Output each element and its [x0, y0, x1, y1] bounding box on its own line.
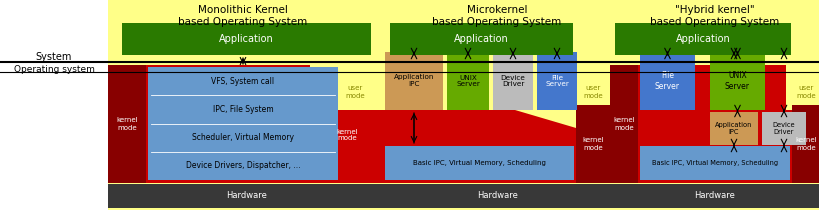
Bar — [575, 105, 609, 183]
Bar — [614, 23, 790, 55]
Text: "Hybrid kernel"
based Operating System: "Hybrid kernel" based Operating System — [649, 5, 779, 27]
Bar — [609, 0, 819, 210]
Text: Application: Application — [219, 34, 274, 44]
Text: kernel
mode: kernel mode — [581, 138, 603, 151]
Bar — [385, 146, 573, 180]
Text: user
mode: user mode — [582, 85, 602, 98]
Text: Hardware: Hardware — [226, 192, 267, 201]
Bar — [639, 52, 695, 110]
Bar — [639, 146, 789, 180]
Bar — [122, 23, 370, 55]
Text: kernel
mode: kernel mode — [613, 118, 634, 130]
Text: File
Server: File Server — [654, 71, 679, 91]
Bar — [390, 23, 572, 55]
Bar — [709, 52, 764, 110]
Polygon shape — [609, 65, 819, 183]
Text: System: System — [36, 52, 72, 62]
Bar — [147, 67, 337, 180]
Bar — [492, 52, 532, 110]
Bar — [761, 112, 805, 145]
Text: UNIX
Server: UNIX Server — [724, 71, 749, 91]
Bar — [108, 0, 819, 210]
Bar — [108, 184, 385, 208]
Text: user
mode: user mode — [345, 85, 364, 98]
Text: user
mode: user mode — [795, 85, 815, 98]
Text: Hardware: Hardware — [477, 192, 518, 201]
Text: kernel
mode: kernel mode — [794, 138, 816, 151]
Bar — [609, 65, 637, 183]
Text: File
Server: File Server — [545, 75, 568, 88]
Text: Application: Application — [454, 34, 509, 44]
Text: Hardware: Hardware — [694, 192, 735, 201]
Text: kernel
mode: kernel mode — [336, 129, 357, 142]
Text: Basic IPC, Virtual Memory, Scheduling: Basic IPC, Virtual Memory, Scheduling — [413, 160, 545, 166]
Text: Monolithic Kernel
based Operating System: Monolithic Kernel based Operating System — [179, 5, 307, 27]
Polygon shape — [108, 65, 385, 183]
Text: Device Drivers, Dispatcher, ...: Device Drivers, Dispatcher, ... — [186, 161, 300, 170]
Text: Application
IPC: Application IPC — [714, 122, 752, 135]
Bar — [791, 105, 819, 183]
Text: Application
IPC: Application IPC — [393, 75, 433, 88]
Text: kernel
mode: kernel mode — [116, 118, 138, 130]
Text: VFS, System call: VFS, System call — [211, 77, 274, 86]
Bar — [385, 52, 442, 110]
Bar — [536, 52, 577, 110]
Text: UNIX
Server: UNIX Server — [455, 75, 479, 88]
Text: Device
Driver: Device Driver — [771, 122, 794, 135]
Polygon shape — [385, 110, 609, 183]
Bar — [446, 52, 488, 110]
Bar — [108, 65, 146, 183]
Bar — [709, 112, 757, 145]
Text: Device
Driver: Device Driver — [500, 75, 525, 88]
Text: Application: Application — [675, 34, 730, 44]
Text: Microkernel
based Operating System: Microkernel based Operating System — [432, 5, 561, 27]
Bar — [609, 184, 819, 208]
Text: Operating system: Operating system — [14, 66, 94, 75]
Text: Scheduler, Virtual Memory: Scheduler, Virtual Memory — [192, 133, 294, 142]
Text: Basic IPC, Virtual Memory, Scheduling: Basic IPC, Virtual Memory, Scheduling — [651, 160, 777, 166]
Bar — [385, 184, 609, 208]
Text: IPC, File System: IPC, File System — [212, 105, 273, 114]
